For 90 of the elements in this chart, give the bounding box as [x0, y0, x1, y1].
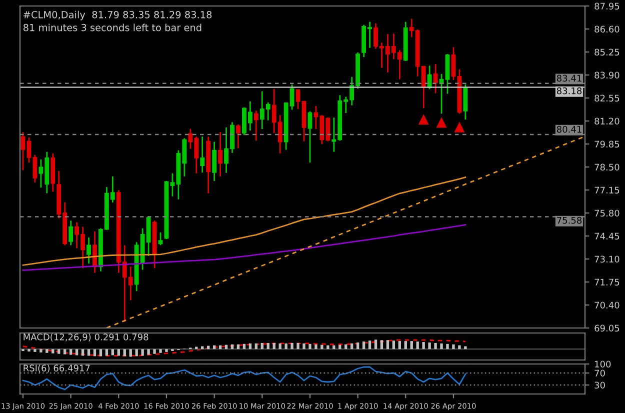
y-tick-label: 77.15 — [594, 186, 620, 194]
y-tick-label: 78.50 — [594, 164, 620, 171]
chart-title: MACD(12,26,9) 0.291 0.798 — [24, 333, 148, 342]
y-tick-label: 87.95 — [594, 2, 620, 10]
bar — [195, 346, 198, 350]
bar — [129, 349, 132, 357]
point — [436, 118, 446, 128]
bar — [87, 349, 90, 356]
bar — [105, 349, 108, 356]
bar — [63, 349, 66, 354]
y-tick-label: 69.05 — [594, 324, 620, 332]
bar — [416, 342, 419, 350]
bar — [452, 344, 455, 350]
bar — [135, 349, 138, 356]
bar — [296, 342, 300, 350]
bar — [362, 342, 366, 350]
bar — [404, 341, 407, 350]
y-tick-label: 85.25 — [594, 48, 620, 56]
ref-line-label: 75.58 — [557, 216, 582, 224]
bar — [141, 349, 144, 356]
bar — [308, 344, 312, 350]
ref-line-label: 83.18 — [556, 87, 582, 94]
bar — [380, 340, 384, 350]
bar — [123, 349, 126, 356]
y-tick-label: 82.55 — [594, 94, 620, 102]
line-series — [22, 176, 466, 266]
y-tick-label: 70 — [594, 370, 605, 377]
bar — [290, 342, 294, 350]
bar — [153, 349, 156, 354]
ref-line-label: 80.41 — [556, 126, 582, 133]
y-tick-label: 70.40 — [594, 302, 620, 309]
bar — [147, 349, 150, 355]
y-tick-label: 75.80 — [594, 210, 620, 217]
bar — [75, 349, 78, 356]
bar — [40, 349, 42, 352]
bar — [111, 349, 114, 356]
bar — [159, 349, 162, 353]
y-tick-label: 71.75 — [594, 278, 620, 286]
bar — [440, 343, 443, 350]
bar — [278, 343, 282, 350]
bar — [314, 344, 318, 350]
point — [418, 114, 428, 125]
bar — [410, 341, 413, 350]
bar — [374, 340, 378, 350]
text: 81 minutes 3 seconds left to bar end — [23, 24, 202, 32]
bar — [117, 349, 120, 356]
bar — [422, 342, 425, 350]
bar — [320, 344, 324, 350]
bar — [99, 349, 102, 356]
bar — [93, 349, 96, 356]
bar — [398, 341, 401, 350]
bar — [52, 349, 54, 354]
bar — [458, 345, 461, 350]
bar — [248, 343, 252, 350]
bar — [266, 342, 270, 350]
chart-title: #CLM0,Daily 81.79 83.35 81.29 83.18 — [24, 10, 212, 20]
chart-title: RSI(6) 66.4917 — [24, 364, 90, 372]
y-tick-label: 74.45 — [594, 232, 620, 240]
bar — [58, 349, 60, 354]
y-tick-label: 100 — [595, 360, 611, 368]
bar — [165, 349, 168, 352]
bar — [69, 349, 72, 355]
bar — [446, 344, 449, 350]
bar — [254, 343, 258, 350]
bar — [368, 340, 372, 350]
bar — [392, 340, 396, 350]
line-series — [106, 136, 585, 328]
y-tick-label: 30 — [594, 382, 605, 389]
point — [454, 122, 464, 132]
bar — [350, 343, 354, 350]
y-tick-label: 86.60 — [594, 26, 620, 33]
y-tick-label: 79.85 — [594, 140, 620, 148]
bar — [34, 349, 36, 352]
bar — [81, 349, 84, 356]
bar — [428, 342, 431, 350]
bar — [326, 345, 330, 350]
ref-line-label: 83.41 — [556, 74, 582, 82]
bar — [272, 342, 276, 350]
y-tick-label: 83.90 — [594, 72, 620, 79]
bar — [260, 342, 264, 350]
line-series — [22, 366, 466, 390]
bar — [284, 343, 288, 350]
y-tick-label: 81.20 — [594, 118, 620, 125]
y-tick-label: 73.10 — [594, 256, 620, 263]
bar — [46, 349, 48, 353]
bar — [356, 342, 360, 350]
bar — [434, 342, 437, 350]
bar — [464, 346, 467, 350]
bar — [302, 343, 306, 350]
bar — [386, 340, 390, 350]
